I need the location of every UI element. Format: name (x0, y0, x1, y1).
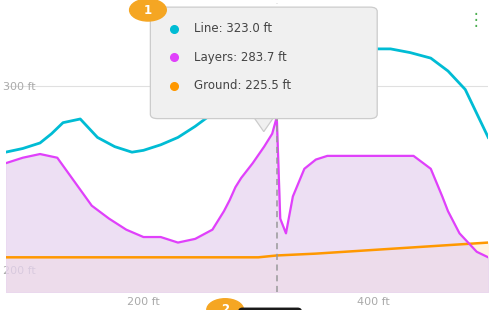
FancyBboxPatch shape (150, 7, 377, 119)
Text: Layers: 283.7 ft: Layers: 283.7 ft (194, 51, 287, 64)
Text: Line: 323.0 ft: Line: 323.0 ft (194, 22, 272, 35)
Text: Ground: 225.5 ft: Ground: 225.5 ft (194, 79, 291, 92)
Circle shape (207, 299, 244, 310)
Text: 2: 2 (221, 303, 229, 310)
Polygon shape (252, 114, 276, 132)
Text: ⋮: ⋮ (468, 11, 485, 29)
Text: 1: 1 (144, 3, 152, 16)
Circle shape (130, 0, 166, 21)
